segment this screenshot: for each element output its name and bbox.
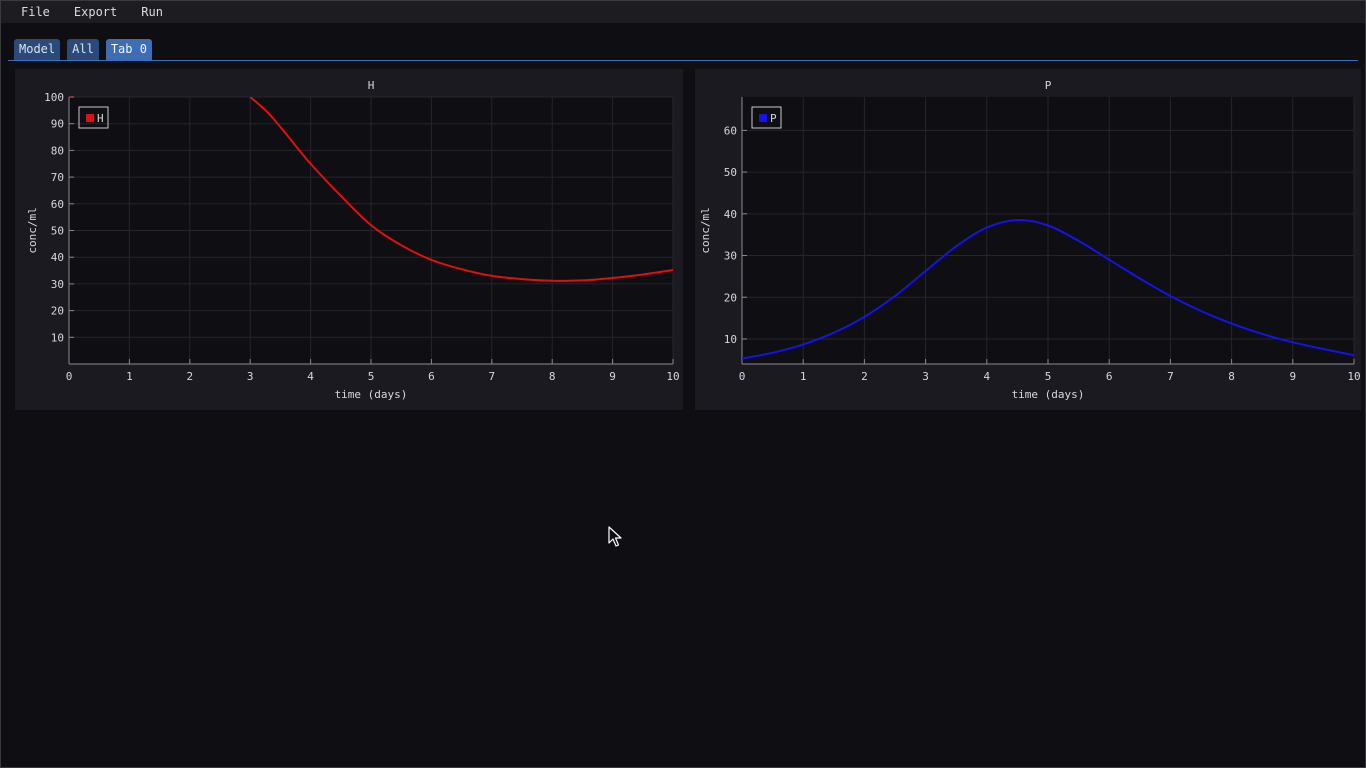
chart-0-x-tick-label: 0 <box>66 370 73 383</box>
plot-panel-p: P 0 1 2 3 4 5 6 7 8 9 10 10 20 30 40 50 60 time (days) conc… <box>695 69 1361 410</box>
chart-0-y-tick-label: 90 <box>51 118 64 131</box>
chart-1-y-axis-label: conc/ml <box>699 207 712 253</box>
chart-0-y-tick-label: 50 <box>51 225 64 238</box>
chart-0-x-axis-label: time (days) <box>335 388 408 401</box>
chart-0-title: H <box>368 79 375 92</box>
plot-panel-h: H 0 1 2 3 4 5 6 7 8 9 10 10 20 30 40 50 60 70 80 90 100 time (… <box>15 69 683 410</box>
chart-1-x-tick-label: 5 <box>1045 370 1052 383</box>
chart-1-x-tick-label: 6 <box>1106 370 1113 383</box>
chart-1-legend-label: P <box>770 112 777 125</box>
menu-export[interactable]: Export <box>73 5 118 19</box>
chart-0-y-tick-label: 100 <box>44 91 64 104</box>
menu-bar: File Export Run <box>1 1 1365 23</box>
chart-1-x-tick-label: 1 <box>800 370 807 383</box>
chart-0-x-tick-label: 6 <box>428 370 435 383</box>
chart-0-x-tick-label: 9 <box>609 370 616 383</box>
chart-0-x-tick-label: 7 <box>488 370 495 383</box>
chart-0-x-tick-label: 8 <box>549 370 556 383</box>
tab-all[interactable]: All <box>67 39 99 60</box>
menu-run[interactable]: Run <box>141 5 163 19</box>
chart-0-x-tick-label: 10 <box>666 370 679 383</box>
chart-0-x-tick-label: 1 <box>126 370 133 383</box>
chart-0-y-axis-label: conc/ml <box>26 207 39 253</box>
chart-1-title: P <box>1045 79 1052 92</box>
chart-1-x-tick-label: 10 <box>1347 370 1360 383</box>
tab-tab-0[interactable]: Tab 0 <box>105 39 152 60</box>
chart-0-legend-label: H <box>97 112 104 125</box>
chart-0-y-tick-label: 20 <box>51 305 64 318</box>
chart-0-y-tick-label: 60 <box>51 198 64 211</box>
chart-0-y-tick-label: 80 <box>51 144 64 157</box>
chart-1-y-tick-label: 30 <box>724 250 737 263</box>
chart-0-y-tick-label: 70 <box>51 171 64 184</box>
chart-1-y-tick-label: 60 <box>724 124 737 137</box>
chart-0-x-tick-label: 3 <box>247 370 254 383</box>
chart-0-x-tick-label: 2 <box>186 370 193 383</box>
chart-0-x-tick-label: 4 <box>307 370 314 383</box>
chart-h[interactable]: H 0 1 2 3 4 5 6 7 8 9 10 10 20 30 40 50 60 70 80 90 100 time (… <box>15 69 683 410</box>
chart-0-legend-box <box>78 106 109 129</box>
mouse-cursor-icon <box>608 526 622 551</box>
tab-underline <box>8 60 1358 61</box>
chart-1-x-tick-label: 7 <box>1167 370 1174 383</box>
chart-1-legend-box <box>751 106 782 129</box>
chart-1-y-tick-label: 50 <box>724 166 737 179</box>
tab-model[interactable]: Model <box>14 39 61 60</box>
chart-0-series-line-h <box>249 97 673 282</box>
tab-bar: Model All Tab 0 <box>14 39 152 60</box>
chart-1-x-tick-label: 9 <box>1289 370 1296 383</box>
chart-0-y-tick-label: 10 <box>51 331 64 344</box>
chart-1-x-axis-label: time (days) <box>1012 388 1085 401</box>
chart-1-y-tick-label: 10 <box>724 333 737 346</box>
chart-0-y-tick-label: 30 <box>51 278 64 291</box>
chart-1-y-tick-label: 20 <box>724 291 737 304</box>
menu-file[interactable]: File <box>21 5 50 19</box>
chart-1-x-tick-label: 4 <box>983 370 990 383</box>
chart-1-series-line-p <box>742 219 1354 360</box>
chart-1-x-tick-label: 3 <box>922 370 929 383</box>
chart-1-x-tick-label: 8 <box>1228 370 1235 383</box>
chart-p[interactable]: P 0 1 2 3 4 5 6 7 8 9 10 10 20 30 40 50 60 time (days) conc… <box>695 69 1361 410</box>
chart-1-legend-swatch-p <box>759 114 767 122</box>
chart-1-y-tick-label: 40 <box>724 208 737 221</box>
chart-1-x-tick-label: 2 <box>861 370 868 383</box>
chart-0-y-tick-label: 40 <box>51 251 64 264</box>
chart-0-x-tick-label: 5 <box>368 370 375 383</box>
chart-0-legend-swatch-h <box>86 114 94 122</box>
chart-1-x-tick-label: 0 <box>739 370 746 383</box>
